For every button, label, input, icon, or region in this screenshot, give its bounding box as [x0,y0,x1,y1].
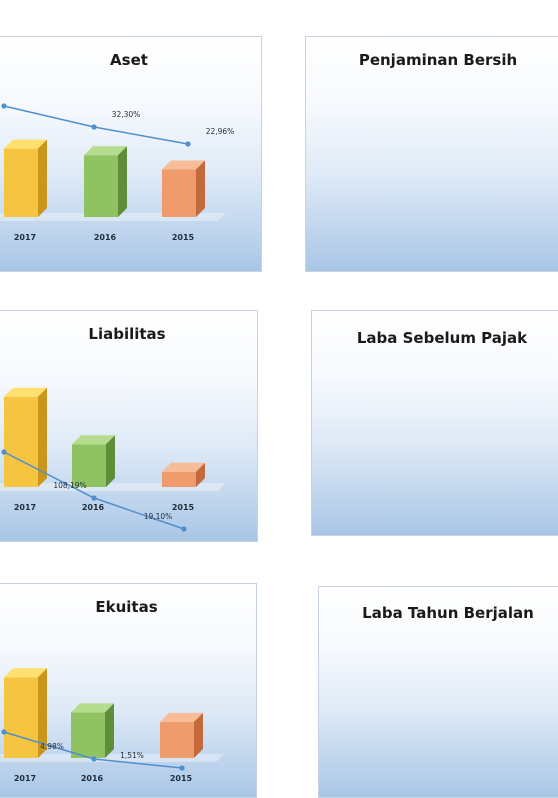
bar-front [4,677,38,758]
chart-ekuitas: 2017 2016 2015 4,98% 1,51% Ekuitas [0,583,257,798]
bar-front [71,712,105,758]
bar-top [72,435,115,445]
bar-2015 [160,712,203,758]
data-label: 19,10% [144,512,173,521]
trend-point [181,526,187,532]
data-label: 4,98% [40,742,64,751]
bar-top [162,160,205,170]
chart-title: Liabilitas [88,325,166,343]
chart-liabilitas: 2017 2016 2015 108,19% 19,10% Liabilitas [0,310,258,542]
bar-side [38,139,47,217]
x-tick-label: 2017 [14,233,36,242]
bar-2015 [162,462,205,487]
bar-top [162,462,205,472]
bar-side [38,387,47,487]
x-tick-label: 2015 [170,774,193,783]
x-tick-label: 2017 [14,774,36,783]
bar-side [106,435,115,487]
bar-top [4,139,47,149]
trend-point [91,124,97,130]
bar-side [196,160,205,217]
chart-title: Aset [110,51,148,69]
bar-top [160,712,203,722]
bar-side [118,146,127,217]
trend-point [91,495,97,501]
data-label: 32,30% [112,110,141,119]
chart-title: Ekuitas [95,598,158,616]
x-tick-label: 2016 [82,503,105,512]
bar-side [105,703,114,758]
bar-2016 [84,146,127,217]
x-tick-label: 2016 [94,233,117,242]
bar-2016 [72,435,115,487]
bar-front [72,444,106,487]
chart-ekuitas-plot: 2017 2016 2015 4,98% 1,51% [0,668,224,783]
bar-2017 [4,387,47,487]
chart-liabilitas-plot: 2017 2016 2015 108,19% 19,10% [0,387,226,532]
bar-2015 [162,160,205,217]
bar-2017 [4,668,47,758]
x-tick-label: 2016 [81,774,104,783]
trend-point [91,756,97,762]
bar-side [38,668,47,758]
bar-top [84,146,127,156]
x-tick-label: 2015 [172,233,195,242]
trend-point [1,103,7,109]
x-tick-label: 2015 [172,503,195,512]
data-label: 1,51% [120,751,144,760]
chart-penjaminan-bersih-plot: 20172016201591,76%65,99% [306,37,558,272]
data-label: 108,19% [53,481,86,490]
chart-title: Penjaminan Bersih [358,51,518,69]
bar-2017 [4,139,47,217]
trend-point [1,449,7,455]
chart-title: Laba Sebelum Pajak [356,329,528,347]
chart-title: Laba Tahun Berjalan [362,604,534,622]
bar-front [162,169,196,217]
bar-top [4,387,47,397]
trend-point [1,729,7,735]
trend-line [3,105,189,145]
bar-front [162,471,196,487]
bar-front [4,396,38,487]
bar-side [196,462,205,487]
bar-front [160,721,194,758]
x-tick-label: 2017 [14,503,36,512]
bar-top [71,703,114,713]
chart-laba-sebelum-pajak: 20172016201546,40%5,78% Laba Sebelum Paj… [311,310,558,536]
bar-front [4,148,38,217]
chart-penjaminan-bersih: 20172016201591,76%65,99% Penjaminan Bers… [305,36,558,272]
trend-point [179,765,185,771]
chart-aset: 2017 2016 2015 32,30% 22,96% Aset [0,36,262,272]
bar-front [84,155,118,217]
trend-point [185,141,191,147]
chart-aset-plot: 2017 2016 2015 32,30% 22,96% [0,103,235,242]
data-label: 22,96% [206,127,235,136]
bar-top [4,668,47,678]
bar-2016 [71,703,114,758]
bar-side [194,712,203,758]
